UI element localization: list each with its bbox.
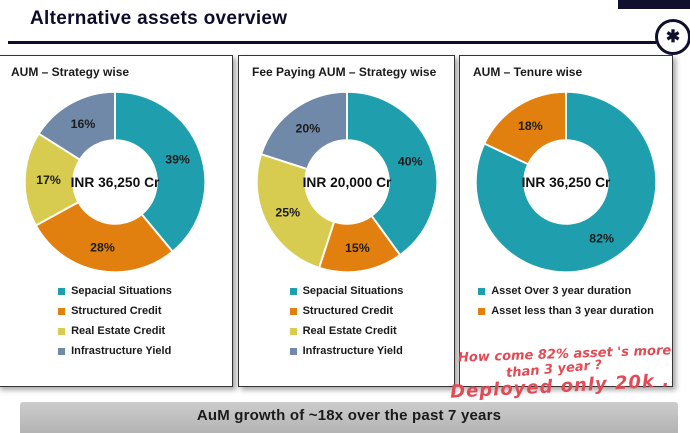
legend-label: Real Estate Credit <box>302 325 397 337</box>
legend-swatch-icon <box>478 287 486 295</box>
donut-slice-infrastructure-yield <box>259 90 348 171</box>
legend-label: Sepacial Situations <box>302 285 404 297</box>
donut-slice-asset-less-than-3-year-duration <box>483 90 567 166</box>
slice-percent-label: 20% <box>295 121 320 135</box>
legend-item-real-estate-credit: Real Estate Credit <box>58 321 172 341</box>
donut-center-value: INR 20,000 Cr <box>302 175 391 190</box>
legend-swatch-icon <box>58 327 66 335</box>
slice-percent-label: 15% <box>345 241 370 255</box>
donut-chart: 82% 18% INR 36,250 Cr <box>474 90 658 274</box>
legend-item-structured-credit: Structured Credit <box>289 301 404 321</box>
legend-swatch-icon <box>58 287 66 295</box>
legend-item-infrastructure-yield: Infrastructure Yield <box>289 341 404 361</box>
legend-swatch-icon <box>58 347 66 355</box>
chart-legend: Sepacial Situations Structured Credit Real… <box>289 281 404 361</box>
slice-percent-label: 40% <box>397 155 422 169</box>
legend-swatch-icon <box>289 347 297 355</box>
donut-chart-host: 39% 28% 17% 16% INR 36,250 Cr <box>20 87 210 277</box>
donut-slice-structured-credit <box>34 200 174 274</box>
panel-aum-strategy: AUM – Strategy wise 39% 28% 17% 16% INR 36,2… <box>0 55 233 387</box>
donut-slice-infrastructure-yield <box>37 90 116 161</box>
legend-label: Infrastructure Yield <box>71 345 172 357</box>
legend-swatch-icon <box>58 307 66 315</box>
title-underline <box>8 41 656 44</box>
chart-legend: Sepacial Situations Structured Credit Real… <box>58 281 172 361</box>
legend-item-structured-credit: Structured Credit <box>58 301 172 321</box>
legend-label: Infrastructure Yield <box>302 345 403 357</box>
legend-label: Real Estate Credit <box>71 325 166 337</box>
legend-item-asset-less-than-3-year-duration: Asset less than 3 year duration <box>478 301 654 321</box>
slice-percent-label: 18% <box>518 119 543 133</box>
chart-title: AUM – Tenure wise <box>473 65 583 79</box>
asterisk-logo-icon: ✱ <box>655 19 690 55</box>
donut-chart: 39% 28% 17% 16% INR 36,250 Cr <box>23 90 207 274</box>
legend-item-real-estate-credit: Real Estate Credit <box>289 321 404 341</box>
donut-chart: 40% 15% 25% 20% INR 20,000 Cr <box>255 90 438 274</box>
legend-label: Structured Credit <box>302 305 394 317</box>
legend-item-infrastructure-yield: Infrastructure Yield <box>58 341 172 361</box>
slice-percent-label: 16% <box>71 117 96 131</box>
legend-swatch-icon <box>289 327 297 335</box>
slice-percent-label: 17% <box>36 173 61 187</box>
growth-banner: AuM growth of ~18x over the past 7 years <box>20 402 678 433</box>
slice-percent-label: 28% <box>90 241 115 255</box>
legend-item-sepacial-situations: Sepacial Situations <box>58 281 172 301</box>
legend-label: Asset Over 3 year duration <box>491 285 632 297</box>
legend-swatch-icon <box>478 307 486 315</box>
legend-item-sepacial-situations: Sepacial Situations <box>289 281 404 301</box>
slice-percent-label: 82% <box>589 231 614 245</box>
slice-percent-label: 25% <box>275 205 300 219</box>
growth-banner-text: AuM growth of ~18x over the past 7 years <box>196 407 502 424</box>
chart-title: AUM – Strategy wise <box>11 65 130 79</box>
legend-swatch-icon <box>289 287 297 295</box>
panel-aum-tenure: AUM – Tenure wise 82% 18% INR 36,250 Cr As… <box>459 55 673 387</box>
chart-legend: Asset Over 3 year duration Asset less tha… <box>478 281 654 321</box>
donut-slice-asset-over-3-year-duration <box>474 90 658 274</box>
legend-label: Asset less than 3 year duration <box>491 305 654 317</box>
legend-label: Sepacial Situations <box>71 285 172 297</box>
donut-slice-sepacial-situations <box>114 90 207 253</box>
logo-bar <box>618 0 690 9</box>
chart-title: Fee Paying AUM – Strategy wise <box>252 65 437 79</box>
donut-center-value: INR 36,250 Cr <box>71 175 160 190</box>
legend-item-asset-over-3-year-duration: Asset Over 3 year duration <box>478 281 654 301</box>
donut-slice-real-estate-credit <box>255 152 335 270</box>
asterisk-glyph: ✱ <box>665 27 681 46</box>
legend-swatch-icon <box>289 307 297 315</box>
page-title: Alternative assets overview <box>30 8 288 29</box>
donut-center-value: INR 36,250 Cr <box>522 175 611 190</box>
donut-chart-host: 82% 18% INR 36,250 Cr <box>471 87 661 277</box>
donut-chart-host: 40% 15% 25% 20% INR 20,000 Cr <box>252 87 442 277</box>
donut-slice-sepacial-situations <box>345 90 438 257</box>
slice-percent-label: 39% <box>165 153 190 167</box>
legend-label: Structured Credit <box>71 305 162 317</box>
panel-fee-paying-aum-strategy: Fee Paying AUM – Strategy wise 40% 15% 25%… <box>238 55 455 387</box>
